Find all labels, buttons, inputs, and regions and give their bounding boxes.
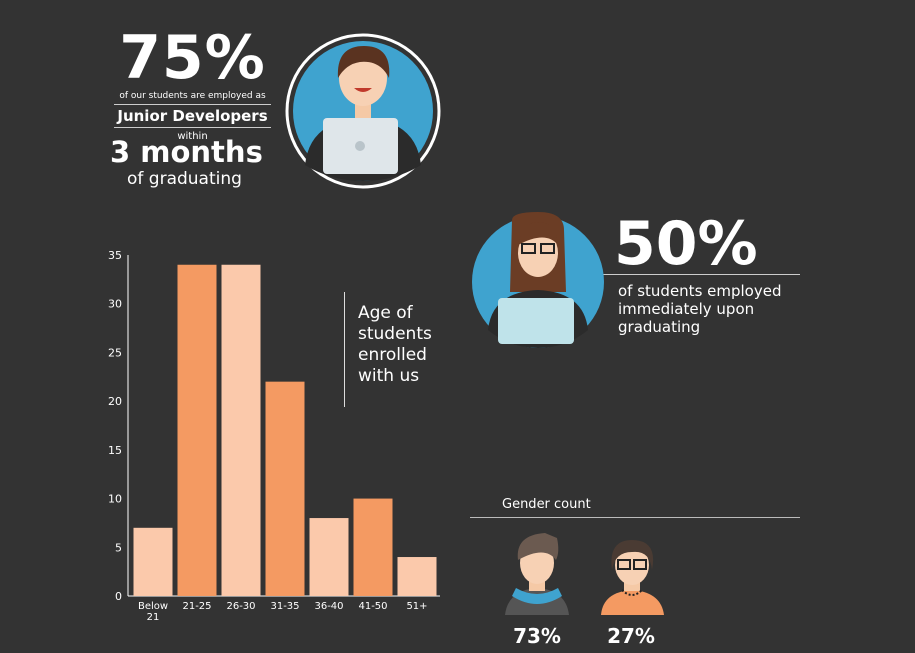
big-percent: 50%	[614, 209, 758, 279]
y-tick-label: 35	[108, 249, 122, 262]
female-percent: 27%	[607, 624, 655, 648]
x-tick-label: 36-40	[314, 601, 344, 612]
caption: of our students are employed as	[119, 91, 266, 101]
developer-avatar	[285, 33, 441, 189]
y-tick-label: 0	[115, 590, 122, 603]
divider	[600, 274, 800, 275]
y-tick-label: 5	[115, 541, 122, 554]
x-tick-label: 51+	[406, 601, 428, 612]
y-tick-label: 20	[108, 395, 122, 408]
x-tick-label: 26-30	[226, 601, 256, 612]
bar	[177, 264, 217, 596]
caption: within	[177, 131, 208, 142]
x-tick-label: 21-25	[182, 601, 212, 612]
bar	[133, 527, 173, 596]
bar	[265, 381, 305, 596]
bar	[397, 557, 437, 596]
annotation-line	[344, 292, 345, 407]
caption: of graduating	[127, 169, 242, 189]
female-icon	[601, 540, 664, 615]
y-tick-label: 30	[108, 298, 122, 311]
divider	[470, 517, 800, 518]
male-icon	[505, 533, 569, 615]
x-tick-label: 41-50	[358, 601, 388, 612]
annotation: Age of students enrolled with us	[358, 303, 432, 386]
x-tick-label: 31-35	[270, 601, 300, 612]
bar	[221, 264, 261, 596]
y-tick-label: 15	[108, 444, 122, 457]
top-stat: 75% of our students are employed as Juni…	[110, 26, 275, 144]
developer-avatar	[472, 212, 604, 348]
y-tick-label: 10	[108, 493, 122, 506]
bar	[353, 498, 393, 596]
y-tick-label: 25	[108, 346, 122, 359]
caption: of students employed immediately upon gr…	[618, 282, 782, 336]
role: Junior Developers	[114, 104, 271, 128]
x-tick-label: Below 21	[137, 601, 169, 623]
period: 3 months	[110, 135, 263, 169]
gender-title: Gender count	[502, 497, 591, 512]
male-percent: 73%	[513, 624, 561, 648]
big-percent: 75%	[119, 23, 266, 93]
bar	[309, 518, 349, 596]
